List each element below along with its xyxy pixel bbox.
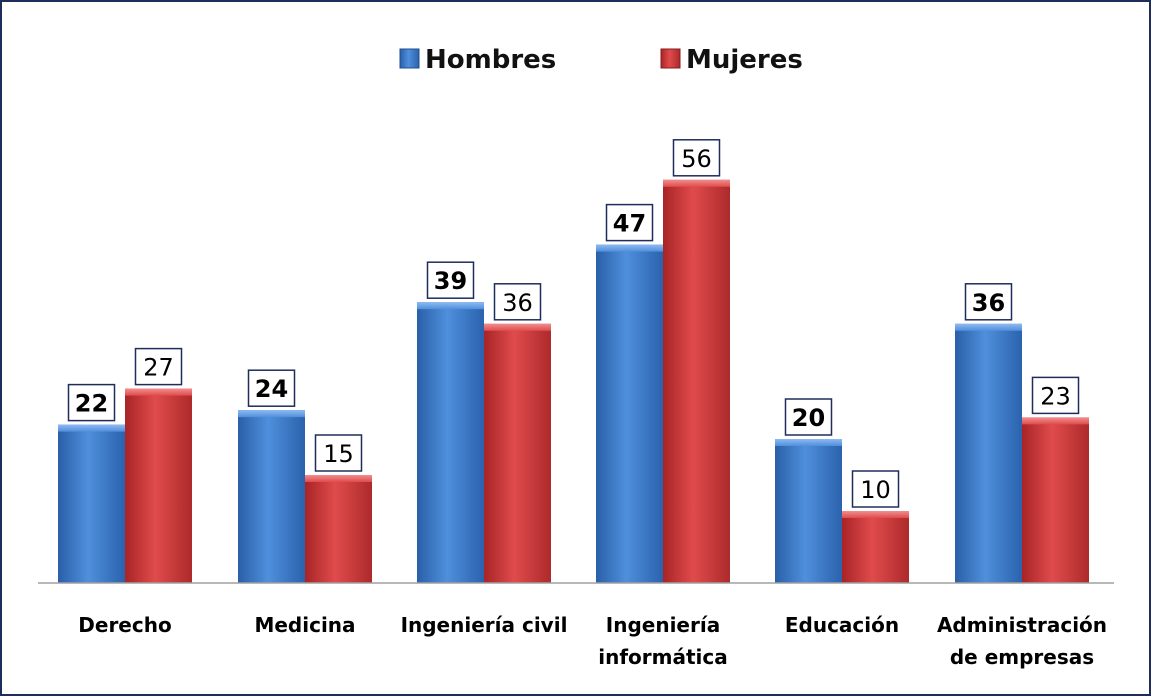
bar-mujeres-educacion (842, 511, 909, 583)
category-label-educacion: Educación (785, 613, 899, 637)
data-label-box (426, 261, 475, 299)
bar-mujeres-medicina (305, 475, 372, 583)
bar-hombres-educacion (775, 439, 842, 583)
bar-cap-mujeres-medicina (305, 475, 372, 482)
bars-group (58, 179, 1089, 584)
data-label-value: 36 (972, 289, 1005, 317)
data-label-value: 56 (681, 145, 712, 173)
bar-cap-mujeres-educacion (842, 511, 909, 518)
bar-mujeres-ingenieria-civil (484, 323, 551, 583)
bar-cap-hombres-educacion (775, 439, 842, 446)
bar-cap-mujeres-derecho (125, 388, 192, 396)
bar-mujeres-administracion-de-empresas (1022, 417, 1089, 583)
data-label-box (1031, 376, 1080, 415)
data-label-hombres-educacion: 20 (784, 398, 833, 436)
bar-cap-hombres-ingenieria-informatica (596, 244, 663, 252)
data-label-hombres-ingenieria-informatica: 47 (605, 203, 654, 242)
bar-mujeres-derecho (125, 388, 192, 583)
data-label-mujeres-ingenieria-civil: 36 (493, 283, 542, 321)
legend-label-hombres: Hombres (425, 45, 556, 75)
data-label-box (605, 203, 654, 242)
category-label-derecho: Derecho (78, 613, 171, 637)
legend: Hombres Mujeres (399, 45, 803, 75)
data-label-value: 15 (323, 440, 354, 468)
data-label-box (493, 283, 542, 321)
legend-label-mujeres: Mujeres (686, 45, 803, 75)
data-label-box (964, 283, 1013, 321)
category-label-administracion-de-empresas: Administración de empresas (937, 613, 1107, 669)
data-label-value: 24 (255, 375, 288, 403)
data-label-hombres-derecho: 22 (67, 383, 116, 422)
data-label-hombres-administracion-de-empresas: 36 (964, 283, 1013, 321)
data-label-box (134, 347, 183, 386)
category-label-ingenieria-civil: Ingeniería civil (401, 613, 568, 637)
data-label-value: 10 (860, 476, 891, 504)
data-labels: 22 27 24 15 39 36 47 56 20 10 36 23 (67, 139, 1080, 508)
data-label-box (784, 398, 833, 436)
bar-hombres-administracion-de-empresas (955, 323, 1022, 583)
data-label-mujeres-derecho: 27 (134, 347, 183, 386)
bar-hombres-ingenieria-informatica (596, 244, 663, 583)
data-label-value: 47 (613, 210, 646, 238)
data-label-hombres-medicina: 24 (247, 369, 296, 407)
bar-cap-hombres-medicina (238, 410, 305, 418)
data-label-value: 20 (792, 404, 825, 432)
data-label-box (672, 139, 721, 177)
data-label-mujeres-educacion: 10 (851, 470, 900, 508)
data-label-value: 36 (502, 289, 533, 317)
bar-cap-mujeres-ingenieria-informatica (663, 179, 730, 187)
category-label-ingenieria-informatica: Ingeniería informática (598, 613, 728, 669)
legend-swatch-hombres (399, 48, 420, 69)
data-label-value: 27 (143, 354, 174, 382)
category-label-medicina: Medicina (254, 613, 355, 637)
data-label-box (314, 434, 363, 472)
data-label-mujeres-medicina: 15 (314, 434, 363, 472)
bar-cap-hombres-administracion-de-empresas (955, 323, 1022, 331)
bar-cap-mujeres-ingenieria-civil (484, 323, 551, 331)
data-label-mujeres-administracion-de-empresas: 23 (1031, 376, 1080, 415)
bar-hombres-ingenieria-civil (417, 302, 484, 583)
data-label-mujeres-ingenieria-informatica: 56 (672, 139, 721, 177)
bar-cap-hombres-ingenieria-civil (417, 302, 484, 310)
category-labels: Derecho Medicina Ingeniería civil Ingenierí… (78, 613, 1107, 669)
data-label-box (247, 369, 296, 407)
bar-hombres-derecho (58, 424, 125, 583)
bar-cap-mujeres-administracion-de-empresas (1022, 417, 1089, 425)
data-label-box (851, 470, 900, 508)
data-label-value: 22 (75, 390, 108, 418)
data-label-value: 39 (434, 267, 467, 295)
bar-hombres-medicina (238, 410, 305, 583)
data-label-hombres-ingenieria-civil: 39 (426, 261, 475, 299)
data-label-value: 23 (1040, 382, 1071, 410)
bar-cap-hombres-derecho (58, 424, 125, 432)
data-label-box (67, 383, 116, 422)
legend-swatch-mujeres (660, 48, 681, 69)
bar-mujeres-ingenieria-informatica (663, 179, 730, 584)
